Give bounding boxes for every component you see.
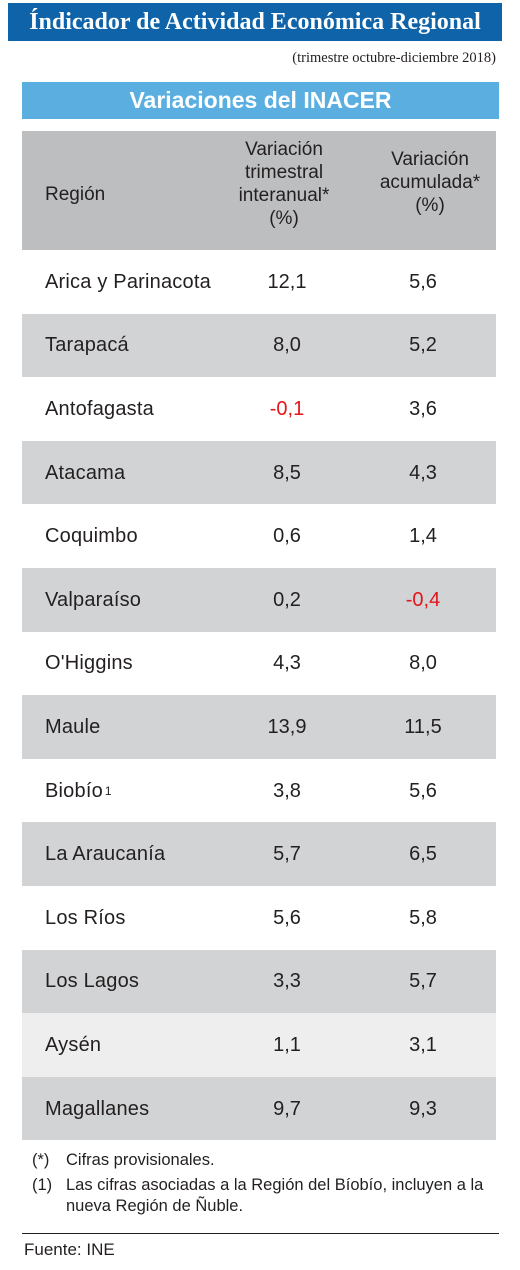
acumulada-value: 1,4 xyxy=(409,525,437,548)
section-title: Variaciones del INACER xyxy=(22,82,499,119)
source-label: Fuente: INE xyxy=(24,1240,115,1259)
region-name: Tarapacá xyxy=(45,334,129,357)
column-header-trimestral-line: (%) xyxy=(269,208,299,229)
region-name: Atacama xyxy=(45,461,126,484)
table-row: Aysén 1,1 3,1 xyxy=(22,1013,496,1077)
acumulada-value: 6,5 xyxy=(409,843,437,866)
acumulada-value: 5,8 xyxy=(409,906,437,929)
acumulada-value: 5,2 xyxy=(409,334,437,357)
table-row: Magallanes 9,7 9,3 xyxy=(22,1076,496,1141)
acumulada-value: 9,3 xyxy=(409,1097,437,1120)
table-body: Arica y Parinacota 12,1 5,6 Tarapacá 8,0 5,2 A… xyxy=(22,250,496,1141)
column-header-region: Región xyxy=(45,184,106,205)
region-cell: Arica y Parinacota xyxy=(45,250,245,314)
footnote-text: Cifras provisionales. xyxy=(66,1151,215,1169)
table-row: Biobío 1 3,8 5,6 xyxy=(22,759,496,823)
region-name: Coquimbo xyxy=(45,525,138,548)
region-name: Los Ríos xyxy=(45,906,126,929)
region-cell: Los Lagos xyxy=(45,950,245,1014)
trimestral-value: 0,2 xyxy=(273,588,301,611)
table-row: Maule 13,9 11,5 xyxy=(22,695,496,759)
region-name: Magallanes xyxy=(45,1097,150,1120)
region-cell: Tarapacá xyxy=(45,314,245,378)
region-cell: Atacama xyxy=(45,441,245,505)
region-cell: Aysén xyxy=(45,1013,245,1077)
table-row: Tarapacá 8,0 5,2 xyxy=(22,313,496,378)
region-name: Aysén xyxy=(45,1033,102,1056)
column-header-acumulada-line: acumulada* xyxy=(379,172,481,193)
trimestral-value: 8,5 xyxy=(273,461,301,484)
trimestral-value: 0,6 xyxy=(273,525,301,548)
table-row: Antofagasta -0,1 3,6 xyxy=(22,377,496,441)
acumulada-value: 5,7 xyxy=(409,970,437,993)
region-cell: Antofagasta xyxy=(45,377,245,441)
column-header-acumulada-line: (%) xyxy=(415,195,445,216)
trimestral-value: 1,1 xyxy=(273,1033,301,1056)
region-name: Antofagasta xyxy=(45,397,154,420)
trimestral-value: 5,6 xyxy=(273,906,301,929)
column-header-acumulada: Variación acumulada* (%) xyxy=(360,148,500,217)
trimestral-value: 12,1 xyxy=(267,270,307,293)
acumulada-value: 3,1 xyxy=(409,1033,437,1056)
region-cell: Valparaíso xyxy=(45,568,245,632)
footnote-mark: (1) xyxy=(32,1176,53,1194)
trimestral-value: 5,7 xyxy=(273,843,301,866)
acumulada-value: 11,5 xyxy=(404,715,442,738)
column-header-trimestral: Variación trimestral interanual* (%) xyxy=(214,138,354,230)
region-name: Biobío xyxy=(45,779,103,802)
acumulada-value: -0,4 xyxy=(405,588,441,611)
table-row: Atacama 8,5 4,3 xyxy=(22,440,496,505)
acumulada-value: 3,6 xyxy=(409,397,437,420)
page-title: Índicador de Actividad Económica Regiona… xyxy=(8,3,502,41)
trimestral-value: 8,0 xyxy=(273,334,301,357)
trimestral-value: 4,3 xyxy=(273,652,301,675)
table-row: La Araucanía 5,7 6,5 xyxy=(22,822,496,886)
page-subtitle: (trimestre octubre-diciembre 2018) xyxy=(292,50,496,66)
region-cell: Los Ríos xyxy=(45,886,245,950)
table-row: Los Ríos 5,6 5,8 xyxy=(22,886,496,950)
region-cell: Coquimbo xyxy=(45,504,245,568)
region-cell: O'Higgins xyxy=(45,632,245,696)
column-header-trimestral-line: interanual* xyxy=(238,185,330,206)
column-header-trimestral-line: trimestral xyxy=(244,162,324,183)
trimestral-value: 3,8 xyxy=(273,779,301,802)
footnote: (*) Cifras provisionales. xyxy=(32,1150,502,1171)
acumulada-value: 5,6 xyxy=(409,779,437,802)
region-name: Arica y Parinacota xyxy=(45,270,211,293)
acumulada-value: 8,0 xyxy=(409,652,437,675)
acumulada-value: 4,3 xyxy=(409,461,437,484)
region-name: Valparaíso xyxy=(45,588,142,611)
source-divider xyxy=(22,1233,499,1234)
table-header-band xyxy=(22,131,496,250)
footnotes: (*) Cifras provisionales. (1) Las cifras… xyxy=(32,1150,502,1221)
region-cell: Maule xyxy=(45,695,245,759)
footnote-mark: (*) xyxy=(32,1151,50,1169)
region-name: La Araucanía xyxy=(45,843,166,866)
trimestral-value: 9,7 xyxy=(273,1097,301,1120)
table-row: Coquimbo 0,6 1,4 xyxy=(22,504,496,568)
region-name: Maule xyxy=(45,715,101,738)
table-row: O'Higgins 4,3 8,0 xyxy=(22,632,496,696)
table-row: Los Lagos 3,3 5,7 xyxy=(22,949,496,1014)
region-name: O'Higgins xyxy=(45,652,133,675)
footnote: (1) Las cifras asociadas a la Región del… xyxy=(32,1175,502,1217)
acumulada-value: 5,6 xyxy=(409,270,437,293)
trimestral-value: 3,3 xyxy=(273,970,301,993)
table-row: Arica y Parinacota 12,1 5,6 xyxy=(22,250,496,314)
region-cell: Biobío 1 xyxy=(45,779,112,802)
column-header-trimestral-line: Variación xyxy=(245,139,323,160)
region-cell: La Araucanía xyxy=(45,822,245,886)
region-cell: Magallanes xyxy=(45,1077,245,1141)
region-name: Los Lagos xyxy=(45,970,140,993)
table-row: Valparaíso 0,2 -0,4 xyxy=(22,567,496,632)
footnote-text: Las cifras asociadas a la Región del Bío… xyxy=(66,1176,484,1215)
trimestral-value: 13,9 xyxy=(267,715,307,738)
trimestral-value: -0,1 xyxy=(269,397,305,420)
column-header-acumulada-line: Variación xyxy=(391,149,469,170)
